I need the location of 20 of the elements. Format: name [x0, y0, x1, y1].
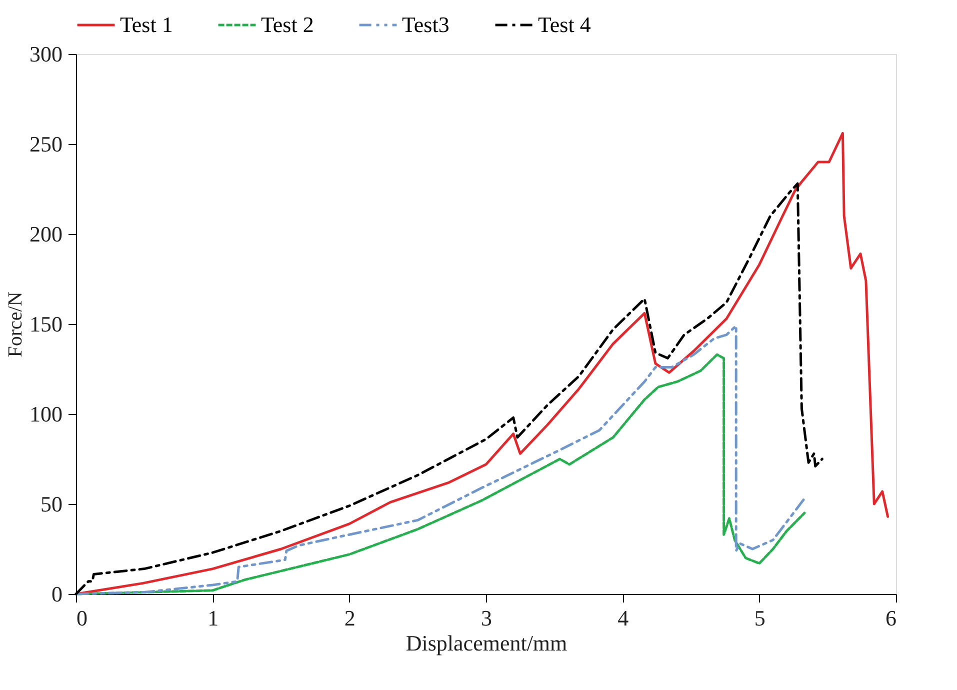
x-axis-title: Displacement/mm	[406, 630, 568, 656]
y-tick-label: 50	[40, 492, 62, 516]
x-tick-label: 6	[886, 606, 896, 630]
legend-label: Test3	[402, 12, 450, 37]
x-tick-label: 2	[344, 606, 356, 630]
legend-label: Test 1	[120, 12, 173, 37]
y-tick-label: 200	[30, 222, 62, 246]
y-axis-title: Force/N	[4, 292, 26, 358]
x-tick-label: 1	[208, 606, 219, 630]
x-tick-label: 4	[618, 606, 629, 630]
x-tick-label: 3	[481, 606, 492, 630]
x-tick-label: 5	[754, 606, 766, 630]
y-tick-label: 250	[30, 132, 62, 156]
y-tick-label: 150	[30, 312, 62, 336]
legend-label: Test 4	[538, 12, 591, 37]
y-tick-label: 0	[52, 582, 62, 606]
legend-label: Test 2	[261, 12, 314, 37]
y-tick-label: 300	[30, 42, 62, 66]
x-tick-label: 0	[76, 606, 88, 630]
y-tick-label: 100	[30, 402, 62, 426]
